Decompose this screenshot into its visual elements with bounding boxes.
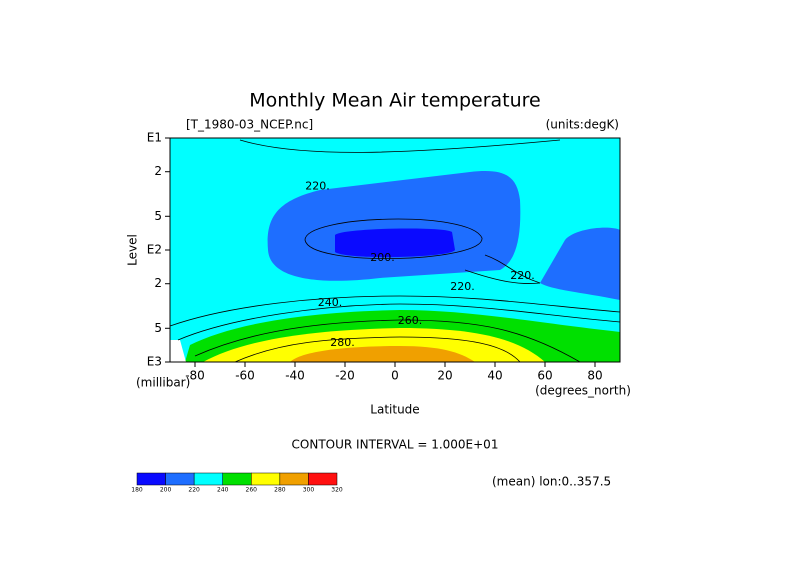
x-tick-label: 40 [487,369,502,383]
contour-label: 220. [305,179,330,192]
y-tick-label: E2 [147,243,162,257]
contour-label: 240. [318,296,343,309]
contour-band [203,328,545,362]
contour-line [304,218,483,259]
missing-area [170,340,186,362]
chart-title: Monthly Mean Air temperature [249,90,540,112]
x-axis-label: Latitude [370,403,419,417]
x-units: (degrees_north) [535,384,631,398]
x-tick-label: -80 [185,369,205,383]
colorbar-box [308,472,338,486]
footnote: (mean) lon:0..357.5 [492,475,611,489]
colorbar-label: 200 [160,487,172,494]
colorbar-box [222,472,252,486]
colorbar-box [279,472,309,486]
contour-interval: CONTOUR INTERVAL = 1.000E+01 [292,438,499,452]
file-label: [T_1980-03_NCEP.nc] [186,118,313,132]
y-axis-label: Level [126,234,140,266]
contour-band [540,227,620,300]
contour-label: 260. [398,314,423,327]
contour-line [177,303,621,341]
contour-line [194,319,581,363]
colorbar-label: 300 [303,487,315,494]
contour-line [234,336,521,363]
x-tick-label: -20 [335,369,355,383]
x-tick-label: 0 [391,369,399,383]
y-tick-label: 5 [154,321,162,335]
y-tick-label: 5 [154,209,162,223]
colorbar-label: 260 [246,487,258,494]
contour-label: 220. [510,269,535,282]
y-tick-label: E3 [147,355,162,369]
units-label: (units:degK) [546,118,619,132]
contour-label: 280. [330,336,355,349]
colorbar-label: 180 [131,487,143,494]
contour-line [464,269,541,284]
contour-band [290,346,475,362]
y-tick-label: 2 [154,164,162,178]
colorbar-label: 320 [331,487,343,494]
plot-area [169,138,621,363]
colorbar-box [193,472,223,486]
y-tick-label: E1 [147,131,162,145]
contour-line [169,295,621,327]
x-tick-label: -60 [235,369,255,383]
y-units: (millibar) [136,376,190,390]
contour-label: 220. [450,280,475,293]
x-tick-label: 80 [587,369,602,383]
colorbar-box [165,472,195,486]
contour-band [267,171,521,281]
colorbar-label: 280 [274,487,286,494]
colorbar-box [136,472,166,486]
x-tick-label: 60 [537,369,552,383]
contour-line [484,254,541,284]
y-tick-label: 2 [154,276,162,290]
colorbar-label: 240 [217,487,229,494]
contour-line [239,139,561,153]
colorbar-box [251,472,281,486]
x-tick-label: -40 [285,369,305,383]
colorbar-label: 220 [188,487,200,494]
contour-label: 200. [370,251,395,264]
contour-band [335,228,455,258]
x-tick-label: 20 [437,369,452,383]
